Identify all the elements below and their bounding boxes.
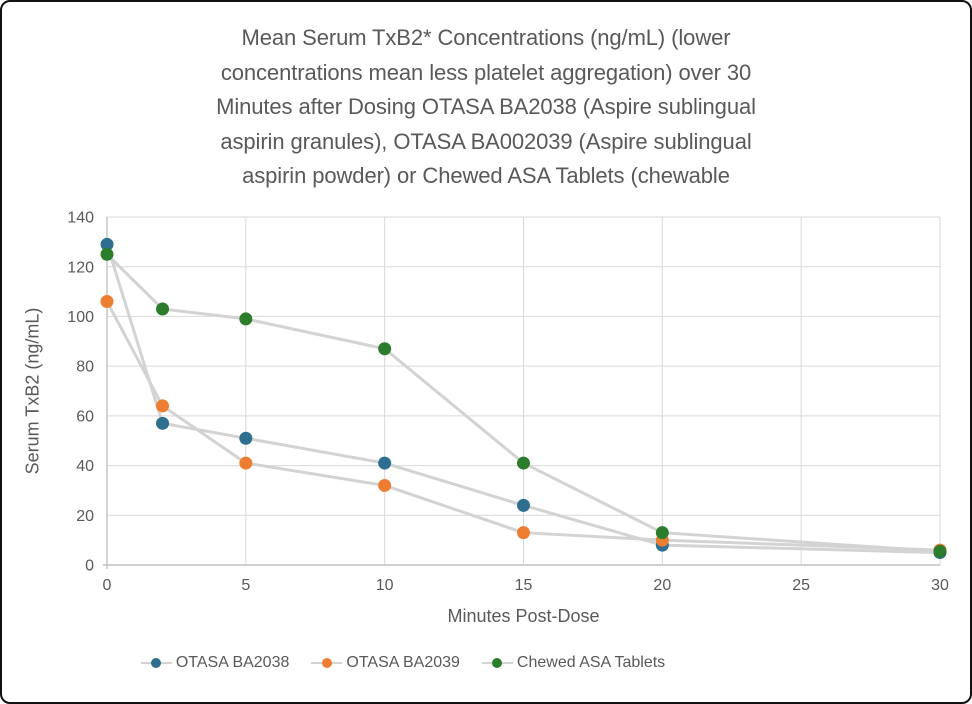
y-tick-label: 60 xyxy=(76,408,94,425)
chart-title-line: Minutes after Dosing OTASA BA2038 (Aspir… xyxy=(216,94,756,119)
data-point xyxy=(100,295,114,309)
legend-marker xyxy=(481,657,513,669)
y-tick-label: 0 xyxy=(85,558,94,575)
legend-label: OTASA BA2038 xyxy=(175,654,290,671)
chart-title: Mean Serum TxB2* Concentrations (ng/mL) … xyxy=(2,21,970,194)
x-tick-label: 20 xyxy=(653,577,671,594)
x-tick-label: 30 xyxy=(931,577,949,594)
data-point xyxy=(100,237,114,251)
x-tick-label: 5 xyxy=(241,577,250,594)
legend-item-otasa-ba2038: OTASA BA2038 xyxy=(140,654,290,672)
data-point xyxy=(655,526,669,540)
data-point xyxy=(156,399,170,413)
legend-label: Chewed ASA Tablets xyxy=(516,654,666,671)
data-point xyxy=(378,478,392,492)
data-point xyxy=(378,342,392,356)
chart-title-line: aspirin granules), OTASA BA002039 (Aspir… xyxy=(220,128,752,154)
legend-dot-icon xyxy=(151,658,162,668)
y-tick-label: 120 xyxy=(67,259,94,276)
data-point xyxy=(156,302,170,316)
data-point xyxy=(517,498,530,512)
y-tick-label: 100 xyxy=(67,309,94,326)
chart-title-line: aspirin powder) or Chewed ASA Tablets (c… xyxy=(242,163,730,188)
x-tick-label: 0 xyxy=(103,577,112,594)
x-tick-label: 15 xyxy=(515,577,533,594)
y-tick-label: 40 xyxy=(76,458,94,475)
data-point xyxy=(517,456,530,470)
data-point xyxy=(239,431,253,445)
data-point xyxy=(378,456,392,470)
data-point xyxy=(933,544,947,558)
x-axis-title: Minutes Post-Dose xyxy=(447,606,600,626)
data-point xyxy=(517,526,530,540)
chart-legend: OTASA BA2038 OTASA BA2039 Chewed ASA Tab… xyxy=(2,654,970,672)
chart-title-line: concentrations mean less platelet aggreg… xyxy=(220,59,752,85)
x-tick-label: 10 xyxy=(376,577,394,594)
y-tick-label: 80 xyxy=(76,359,94,376)
legend-marker xyxy=(311,657,343,669)
chart-title-line: Mean Serum TxB2* Concentrations (ng/mL) … xyxy=(241,25,731,50)
legend-dot-icon xyxy=(321,658,332,668)
legend-item-otasa-ba2039: OTASA BA2039 xyxy=(311,654,460,672)
legend-label: OTASA BA2039 xyxy=(346,654,460,671)
legend-dot-icon xyxy=(492,658,503,668)
data-point xyxy=(100,247,114,261)
x-tick-label: 25 xyxy=(792,577,810,594)
y-axis-title: Serum TxB2 (ng/mL) xyxy=(22,307,43,475)
y-tick-label: 20 xyxy=(76,508,94,525)
data-point xyxy=(239,456,253,470)
data-point xyxy=(156,416,170,430)
data-point xyxy=(239,312,253,326)
y-tick-label: 140 xyxy=(67,210,94,227)
legend-marker xyxy=(140,657,172,669)
legend-item-chewed-asa-tablets: Chewed ASA Tablets xyxy=(481,654,666,672)
